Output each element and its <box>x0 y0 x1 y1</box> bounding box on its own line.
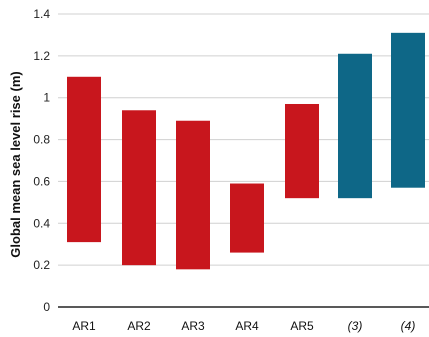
range-bar-1 <box>67 76 101 243</box>
range-bar-2 <box>122 110 156 266</box>
x-category-label: AR3 <box>181 319 205 333</box>
y-tick-label: 1.2 <box>33 49 50 63</box>
range-bar-5 <box>285 103 319 199</box>
x-category-label: AR5 <box>290 319 314 333</box>
bar-layer <box>67 32 425 270</box>
range-bar-6 <box>338 53 372 199</box>
x-category-label: (3) <box>348 319 363 333</box>
y-tick-label: 1.4 <box>33 7 50 21</box>
y-tick-labels: 0 0.2 0.4 0.6 0.8 1 1.2 1.4 <box>33 7 50 314</box>
x-category-label: AR1 <box>72 319 96 333</box>
y-tick-label: 0 <box>43 300 50 314</box>
y-axis-label: Global mean sea level rise (m) <box>8 71 23 257</box>
y-tick-label: 0.8 <box>33 133 50 147</box>
range-bar-7 <box>391 32 425 188</box>
x-category-label: AR2 <box>127 319 151 333</box>
y-tick-label: 0.6 <box>33 174 50 188</box>
y-tick-label: 0.2 <box>33 258 50 272</box>
x-category-labels: AR1 AR2 AR3 AR4 AR5 (3) (4) <box>72 319 415 333</box>
x-category-label: AR4 <box>235 319 259 333</box>
grid-layer <box>58 13 429 266</box>
y-tick-label: 1 <box>43 91 50 105</box>
range-bar-3 <box>176 120 210 270</box>
x-category-label: (4) <box>401 319 416 333</box>
y-tick-label: 0.4 <box>33 216 50 230</box>
range-bar-4 <box>230 183 264 253</box>
